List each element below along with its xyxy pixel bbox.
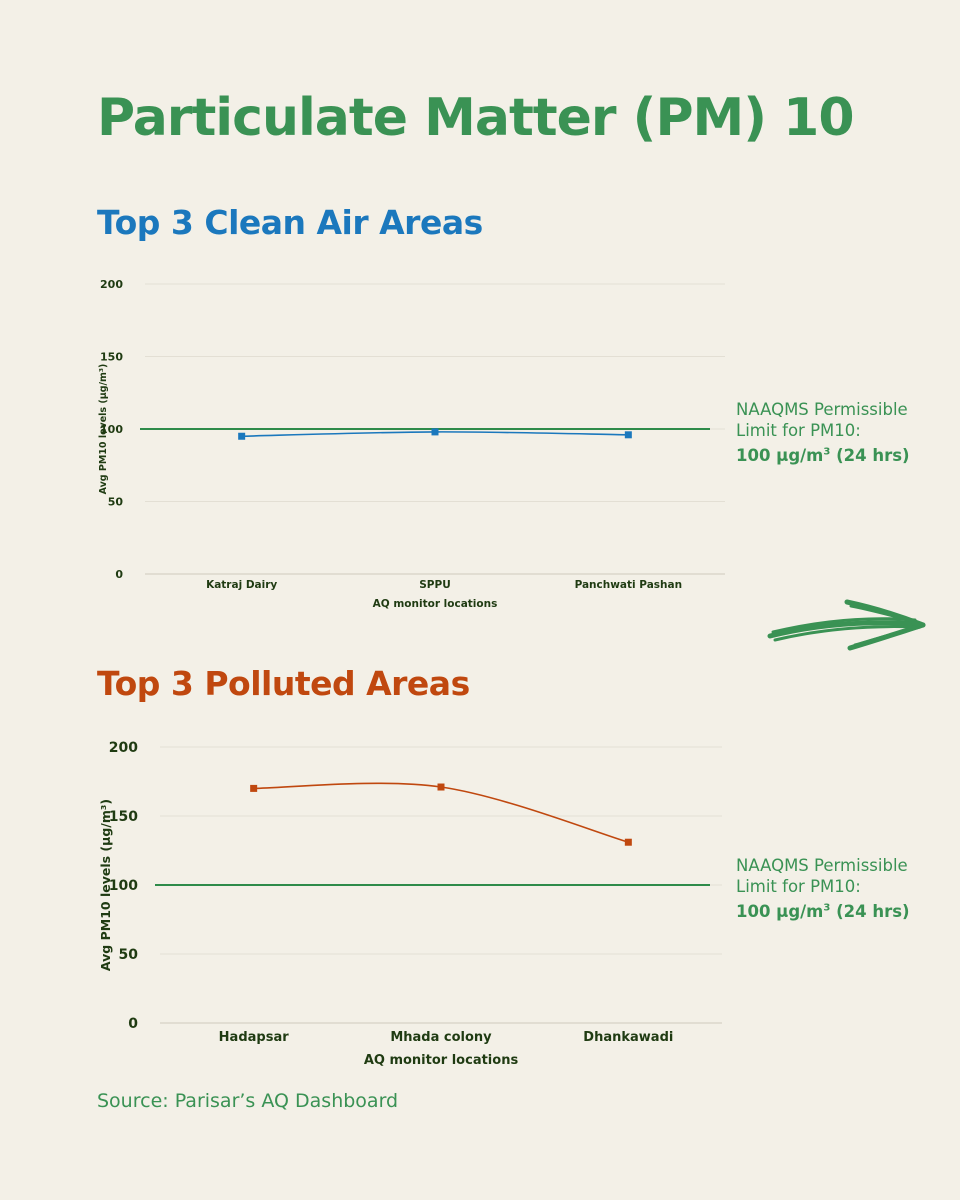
y-axis-label: Avg PM10 levels (µg/m³): [98, 364, 109, 495]
polluted-limit-note: NAAQMS Permissible Limit for PM10: 100 µ…: [736, 855, 936, 922]
limit-note-value: 100 µg/m3 (24 hrs): [736, 445, 910, 465]
x-category-label: Dhankawadi: [583, 1030, 673, 1045]
data-point: [431, 428, 439, 436]
y-tick-label: 150: [109, 809, 138, 825]
polluted-areas-title: Top 3 Polluted Areas: [97, 664, 470, 703]
y-tick-label: 50: [108, 495, 124, 508]
y-tick-label: 50: [119, 947, 139, 963]
x-axis-label: AQ monitor locations: [364, 1053, 519, 1068]
data-point: [624, 431, 632, 439]
clean-limit-note: NAAQMS Permissible Limit for PM10: 100 µ…: [736, 399, 936, 466]
y-tick-label: 100: [100, 423, 123, 436]
data-point: [624, 838, 632, 846]
series-line: [253, 782, 629, 843]
y-tick-label: 0: [115, 568, 123, 581]
x-category-label: Hadapsar: [219, 1030, 290, 1045]
y-axis-label: Avg PM10 levels (µg/m³): [98, 799, 113, 971]
limit-note-line2: Limit for PM10:: [736, 877, 861, 896]
limit-note-value: 100 µg/m3 (24 hrs): [736, 901, 910, 921]
y-tick-label: 150: [100, 350, 123, 363]
source-note: Source: Parisar’s AQ Dashboard: [97, 1090, 399, 1112]
x-category-label: Panchwati Pashan: [575, 579, 683, 591]
x-category-label: Katraj Dairy: [206, 579, 277, 591]
data-point: [238, 432, 246, 440]
y-tick-label: 200: [109, 740, 138, 756]
y-tick-label: 100: [109, 878, 138, 894]
polluted-areas-chart: 0 50 100 150 200 Hadapsar Mhada colony Dhankawa…: [98, 740, 722, 1068]
clean-areas-chart: 0 50 100 150 200 Katraj Dairy SPPU Panchwati Pa…: [98, 278, 725, 610]
hand-drawn-arrow-right-icon: [767, 599, 926, 651]
x-category-label: Mhada colony: [390, 1030, 492, 1045]
limit-note-line2: Limit for PM10:: [736, 421, 861, 440]
data-point: [250, 784, 258, 792]
x-category-label: SPPU: [419, 579, 450, 591]
data-point: [437, 783, 445, 791]
y-tick-label: 0: [128, 1016, 138, 1032]
limit-note-line1: NAAQMS Permissible: [736, 856, 908, 875]
clean-areas-title: Top 3 Clean Air Areas: [97, 203, 483, 242]
limit-note-line1: NAAQMS Permissible: [736, 400, 908, 419]
y-tick-label: 200: [100, 278, 123, 291]
x-axis-label: AQ monitor locations: [373, 598, 498, 610]
page-title: Particulate Matter (PM) 10: [97, 88, 855, 148]
